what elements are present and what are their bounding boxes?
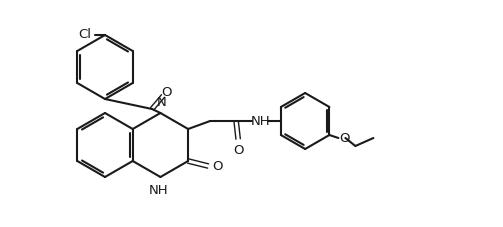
Text: NH: NH (148, 183, 168, 196)
Text: NH: NH (250, 114, 270, 127)
Text: N: N (156, 96, 166, 109)
Text: O: O (161, 85, 171, 98)
Text: O: O (212, 160, 223, 173)
Text: O: O (340, 132, 350, 145)
Text: O: O (233, 143, 243, 156)
Text: Cl: Cl (78, 27, 91, 40)
